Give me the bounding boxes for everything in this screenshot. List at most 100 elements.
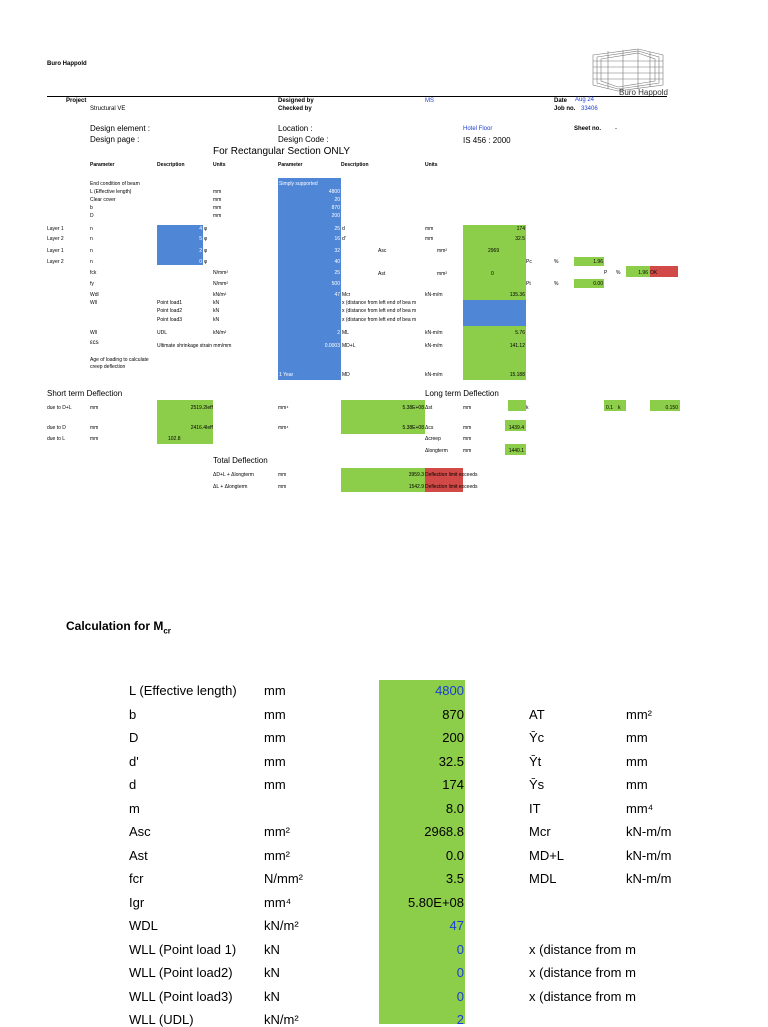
layer-2-phi: φ — [204, 236, 208, 242]
layer-1-n: n — [90, 226, 93, 232]
mcr-row-value[interactable]: 0 — [456, 988, 464, 1004]
mcr-right-label: Ȳs — [529, 777, 545, 792]
design-code-label: Design Code : — [278, 135, 329, 144]
md-label: MD — [342, 372, 350, 378]
l-label-short: due to L — [47, 436, 66, 442]
col-description: Description — [157, 162, 185, 168]
md-unit: kN-m/m — [425, 372, 443, 378]
age-value[interactable]: 1 Year — [279, 372, 294, 378]
mcr-row-value[interactable]: 47 — [449, 918, 464, 933]
layer-4-phi-value[interactable]: 40 — [334, 259, 340, 265]
col-units: Units — [213, 162, 226, 168]
project-label: Project — [66, 98, 87, 104]
mcr-row-label: b — [129, 706, 137, 722]
fy-value[interactable]: 500 — [331, 281, 340, 287]
d-ieff-value: 5.38E+08 — [402, 425, 424, 431]
mcr-right-label: Mcr — [529, 824, 551, 839]
layer-3-n-value[interactable]: 2 — [199, 248, 202, 254]
mcr-right-unit: mm — [626, 777, 648, 792]
mcr-row-label: m — [129, 800, 140, 816]
udl-value[interactable]: 2 — [337, 330, 340, 336]
mcr-row-value: 174 — [442, 777, 464, 792]
job-value: 33406 — [581, 106, 598, 112]
clear-cover-value[interactable]: 20 — [334, 197, 340, 203]
dl-label: due to D+L — [47, 405, 72, 411]
ecs-label: εcs — [90, 340, 99, 346]
mcr-row-label: WLL (Point load2) — [129, 965, 233, 980]
mcr-row-unit: N/mm² — [264, 871, 303, 886]
mcr-right-label: IT — [529, 800, 541, 816]
mcr-row-value[interactable]: 0 — [456, 965, 464, 980]
company-name: Buro Happold — [47, 61, 87, 67]
layer-4-n-value[interactable]: 0 — [199, 259, 202, 265]
layer-1-phi-value[interactable]: 25 — [334, 226, 340, 232]
total-row2-value: 1542.9 — [408, 484, 424, 490]
b-value[interactable]: 870 — [331, 205, 340, 211]
dprime-label: d' — [342, 236, 346, 242]
pl2-label: Point load2 — [157, 308, 183, 314]
k-label-1: k — [526, 405, 529, 411]
mcr-row-value: 8.0 — [445, 800, 464, 816]
col-parameter-2: Parameter — [278, 162, 303, 168]
total-row2-status: Deflection limit exceeds — [425, 484, 478, 490]
mcr-row-unit: kN/m² — [264, 918, 299, 933]
fck-value[interactable]: 25 — [334, 270, 340, 276]
checked-by-label: Checked by — [278, 106, 312, 112]
mcr-right-unit: mm² — [626, 706, 652, 722]
short-term-cells — [157, 400, 213, 444]
mcr-row-value[interactable]: 4800 — [435, 683, 464, 698]
D-value[interactable]: 200 — [331, 213, 340, 219]
p-status-cell — [650, 266, 678, 277]
k1-cell — [604, 400, 626, 411]
mcr-value: 135.36 — [509, 292, 525, 298]
mcr-row-unit: mm² — [264, 847, 290, 863]
d-label-short: due to D — [47, 425, 66, 431]
k2-cell — [650, 400, 680, 411]
layer-4-phi: φ — [204, 259, 208, 265]
layer-1-n-value[interactable]: 4 — [199, 226, 202, 232]
dlongterm-value: 1440.1 — [508, 448, 524, 454]
pc-label: Pc — [526, 259, 532, 265]
dcs-unit: mm — [463, 425, 472, 431]
d-label: d — [342, 226, 345, 232]
mcr-row-unit: kN — [264, 988, 280, 1004]
wdl-value[interactable]: 47 — [334, 292, 340, 298]
mcr-row-value: 870 — [442, 706, 464, 722]
end-condition-label: End condition of beam — [90, 181, 140, 187]
mcr-right-unit: kN-m/m — [626, 824, 672, 839]
total-status-cells — [425, 468, 463, 492]
layer-3-phi-value[interactable]: 32 — [334, 248, 340, 254]
layer-3-n: n — [90, 248, 93, 254]
asc-unit: mm² — [437, 248, 447, 254]
layer-2-phi-value[interactable]: 16 — [334, 236, 340, 242]
mcr-row-label: Asc — [129, 824, 151, 839]
mcr-row-value: 200 — [442, 730, 464, 745]
end-condition-value[interactable]: Simply supported — [279, 181, 318, 187]
pl2-unit: kN — [213, 308, 220, 314]
mcr-row-value: 3.5 — [445, 871, 464, 886]
wdl-unit: kN/m² — [213, 292, 227, 298]
mcr-right-label: Ȳt — [529, 753, 542, 769]
sheet-value: - — [615, 126, 617, 132]
mcr-row-value[interactable]: 2 — [456, 1012, 464, 1027]
fy-label: fy — [90, 281, 94, 287]
ml-unit: kN-m/m — [425, 330, 443, 336]
md-value: 15.188 — [509, 372, 525, 378]
ecs-value[interactable]: 0.0003 — [324, 343, 340, 349]
header-rule — [47, 96, 667, 97]
p-unit: % — [616, 270, 621, 276]
fy-unit: N/mm² — [213, 281, 228, 287]
mcr-row-value[interactable]: 0 — [456, 941, 464, 957]
dcs-cell — [505, 420, 526, 431]
mcr-row-unit: kN/m² — [264, 1012, 299, 1027]
p-status: OK — [650, 270, 658, 276]
d-ieff-unit: mm⁴ — [278, 425, 289, 431]
mcr-right-label: Ȳc — [529, 730, 545, 745]
mcr-right-unit: kN-m/m — [626, 847, 672, 863]
pl1-unit: kN — [213, 300, 220, 306]
L-value[interactable]: 4800 — [328, 189, 340, 195]
date-label: Date — [554, 98, 568, 104]
pl1-label: Point load1 — [157, 300, 183, 306]
layer-2-n-value[interactable]: 5 — [199, 236, 202, 242]
section-title: For Rectangular Section ONLY — [213, 146, 351, 157]
